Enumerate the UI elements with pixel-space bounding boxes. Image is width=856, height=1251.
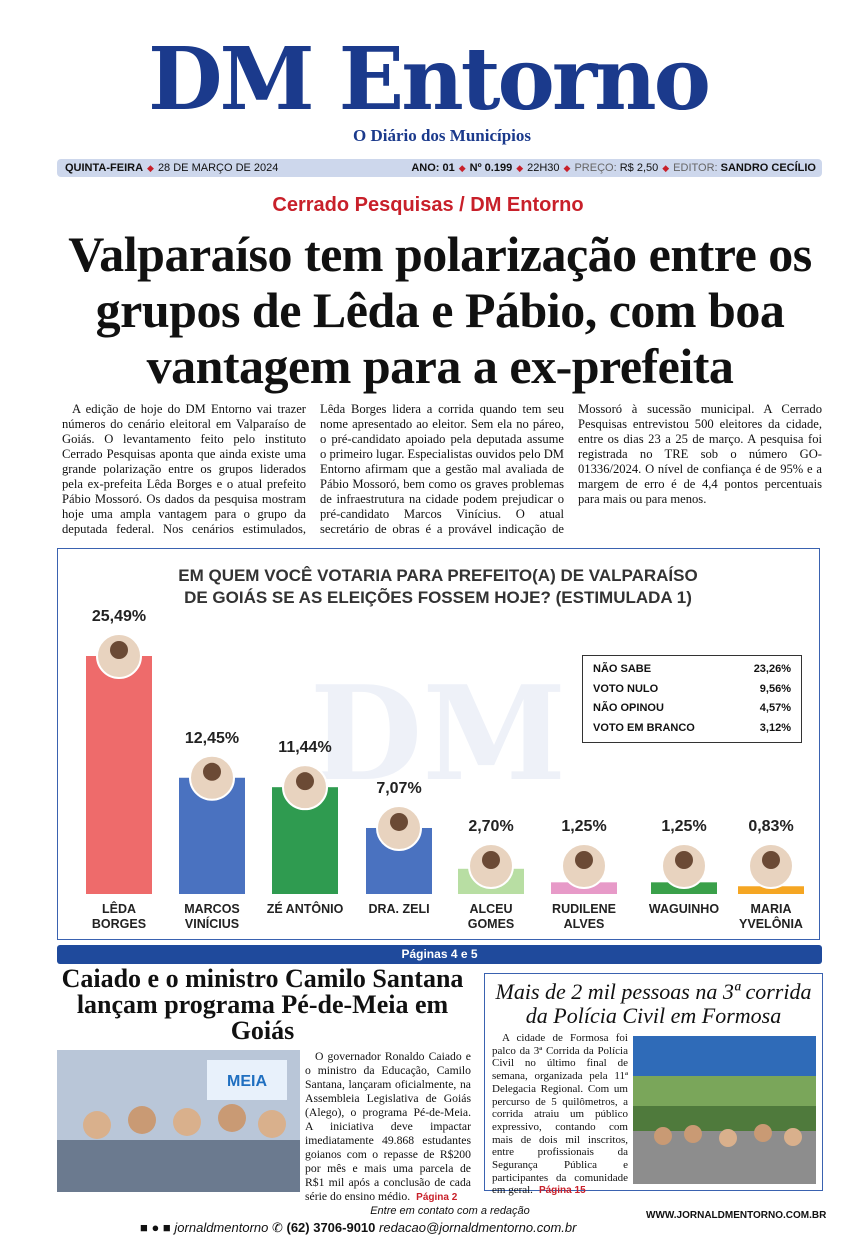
candidate-photo	[390, 812, 408, 831]
year: ANO: 01	[411, 162, 455, 174]
value-label: 2,70%	[468, 818, 514, 835]
story-body: A cidade de Formosa foi palco da 3ª Corr…	[492, 1032, 628, 1198]
candidate-photo	[482, 851, 500, 869]
category-label: ALCEU GOMES	[467, 902, 515, 931]
chart-title: EM QUEM VOCÊ VOTARIA PARA PREFEITO(A) DE…	[178, 566, 698, 607]
table-cell: VOTO NULO	[593, 682, 659, 695]
contact-label: Entre em contato com a redação	[370, 1205, 530, 1217]
table-row: VOTO NULO 9,56%	[583, 680, 801, 700]
svg-text:MEIA: MEIA	[227, 1073, 267, 1090]
editor: SANDRO CECÍLIO	[720, 162, 816, 174]
value-label: 11,44%	[278, 739, 332, 757]
category-label: RUDILENE ALVES	[552, 902, 616, 931]
table-row: NÃO SABE 23,26%	[583, 660, 801, 680]
article-body: A edição de hoje do DM Entorno vai traze…	[62, 402, 822, 536]
candidate-photo	[110, 641, 128, 659]
weekday: QUINTA-FEIRA	[65, 162, 144, 174]
summary-table: NÃO SABE 23,26% VOTO NULO 9,56% NÃO OPINOU 4,…	[582, 655, 802, 743]
photo	[633, 1036, 816, 1184]
date-bar: QUINTA-FEIRA ◆ 28 DE MARÇO DE 2024 ANO: 01…	[57, 159, 822, 177]
masthead-title: DM Entorno	[147, 29, 711, 130]
issue-info: ANO: 01 ◆ Nº 0.199 ◆ 22H30 ◆ PREÇO: R$ 2,50 ◆ ED…	[411, 162, 816, 174]
email: redacao@jornaldmentorno.com.br	[379, 1220, 577, 1235]
footer-contacts: ■ ● ■ jornaldmentorno ✆ (62) 3706-9010 r…	[140, 1220, 577, 1235]
candidate-photo	[762, 851, 780, 869]
table-cell: VOTO EM BRANCO	[593, 721, 695, 734]
table-cell: 3,12%	[759, 721, 791, 734]
page-ref: Página 2	[416, 1192, 458, 1203]
table-row: NÃO OPINOU 4,57%	[583, 699, 801, 719]
phone: (62) 3706-9010	[286, 1220, 376, 1235]
table-cell: 9,56%	[759, 682, 791, 695]
candidate-photo	[675, 851, 693, 869]
social: jornaldmentorno	[174, 1220, 269, 1235]
story-headline: Caiado e o ministro Camilo Santana lança…	[61, 964, 464, 1045]
value-label: 0,83%	[748, 818, 794, 835]
social-icons: ■ ● ■	[140, 1220, 171, 1235]
category-label: ZÉ ANTÔNIO	[266, 902, 344, 916]
chart: DM EM QUEM VOCÊ VOTARIA PARA PREFEITO(A)…	[57, 548, 820, 940]
story-body: O governador Ronaldo Caiado e o ministro…	[305, 1050, 471, 1205]
story-text: O governador Ronaldo Caiado e o ministro…	[305, 1050, 471, 1203]
category-label: DRA. ZELI	[368, 902, 430, 916]
time: 22H30	[527, 162, 560, 174]
pages-bar: Páginas 4 e 5	[57, 945, 822, 964]
table-row: VOTO EM BRANCO 3,12%	[583, 719, 801, 739]
price-label: PREÇO:	[574, 162, 617, 174]
story-headline: Mais de 2 mil pessoas na 3ª corrida da P…	[495, 979, 812, 1028]
value-label: 1,25%	[561, 818, 607, 835]
page-ref: Página 15	[538, 1185, 586, 1197]
bar	[86, 656, 152, 894]
category-label: MARCOS VINÍCIUS	[184, 902, 240, 931]
masthead-tagline: O Diário dos Municípios	[352, 126, 532, 145]
value-label: 7,07%	[376, 779, 422, 797]
candidate-photo	[203, 762, 221, 781]
category-label: MARIA YVELÔNIA	[739, 902, 803, 931]
table-cell: NÃO OPINOU	[593, 702, 664, 714]
photo: MEIA	[57, 1050, 300, 1192]
kicker: Cerrado Pesquisas / DM Entorno	[272, 194, 584, 216]
price: R$ 2,50	[619, 162, 659, 174]
value-label: 1,25%	[661, 818, 707, 835]
issue: Nº 0.199	[469, 162, 513, 174]
chart-canvas: DM	[86, 633, 804, 894]
website: WWW.JORNALDMENTORNO.COM.BR	[646, 1210, 827, 1221]
candidate-photo	[296, 772, 314, 791]
headline: Valparaíso tem polarização entre os grup…	[68, 226, 812, 394]
bar	[738, 886, 804, 894]
value-label: 12,45%	[184, 729, 240, 747]
value-label: 25,49%	[91, 608, 147, 625]
date-info: QUINTA-FEIRA ◆ 28 DE MARÇO DE 2024	[65, 162, 279, 174]
date: 28 DE MARÇO DE 2024	[157, 162, 279, 174]
category-label: LÊDA BORGES	[91, 902, 147, 931]
watermark: DM	[310, 657, 567, 810]
candidate-photo	[575, 851, 593, 869]
story-text: A cidade de Formosa foi palco da 3ª Corr…	[492, 1032, 628, 1197]
editor-label: EDITOR:	[673, 162, 718, 174]
category-label: WAGUINHO	[648, 902, 720, 916]
table-cell: 4,57%	[759, 702, 791, 714]
story-box: Mais de 2 mil pessoas na 3ª corrida da P…	[484, 973, 823, 1196]
table-cell: 23,26%	[753, 663, 791, 675]
table-cell: NÃO SABE	[593, 663, 652, 675]
